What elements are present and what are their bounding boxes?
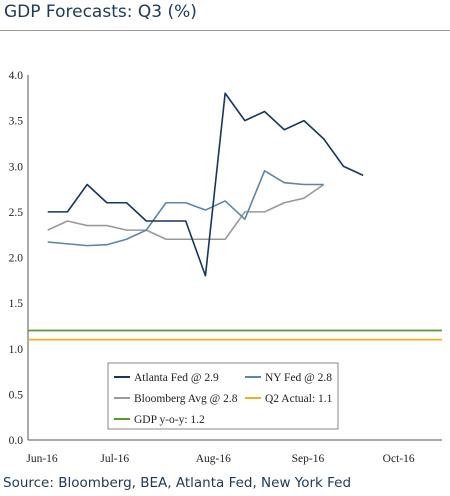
- source-note: Source: Bloomberg, BEA, Atlanta Fed, New…: [3, 475, 352, 491]
- x-tick-label: Oct-16: [383, 453, 415, 465]
- series-line-ny-fed-2-8: [47, 170, 324, 247]
- title-rule: [0, 30, 450, 31]
- y-tick-label: 2.5: [9, 207, 24, 219]
- y-tick-label: 0.0: [9, 435, 24, 447]
- x-tick-label: Sep-16: [292, 453, 325, 465]
- chart-title: GDP Forecasts: Q3 (%): [4, 2, 197, 22]
- legend-label: Q2 Actual: 1.1: [265, 393, 333, 405]
- legend-label: GDP y-o-y: 1.2: [134, 414, 205, 426]
- legend-box: [107, 362, 339, 430]
- gdp-forecast-chart: 0.0 0.5 1.0 1.5 2.0 2.5 3.0 3.5 4.0 Jun-16 Jul-16 A…: [9, 70, 442, 465]
- legend-label: Bloomberg Avg @ 2.8: [134, 393, 238, 405]
- y-tick-label: 1.5: [9, 298, 24, 310]
- legend-label: Atlanta Fed @ 2.9: [134, 372, 219, 384]
- y-tick-label: 4.0: [9, 70, 24, 82]
- x-tick-label: Aug-16: [196, 453, 231, 465]
- legend-label: NY Fed @ 2.8: [265, 372, 332, 384]
- x-tick-label: Jun-16: [26, 453, 58, 465]
- y-tick-label: 2.0: [9, 253, 24, 265]
- y-tick-label: 0.5: [9, 389, 24, 401]
- y-tick-label: 3.5: [9, 116, 24, 128]
- series-line-bloomberg-avg-2-8: [47, 183, 325, 241]
- x-tick-label: Jul-16: [100, 453, 129, 465]
- y-tick-label: 3.0: [9, 161, 24, 173]
- series-line-atlanta-fed-2-9: [47, 92, 364, 277]
- y-tick-label: 1.0: [9, 344, 24, 356]
